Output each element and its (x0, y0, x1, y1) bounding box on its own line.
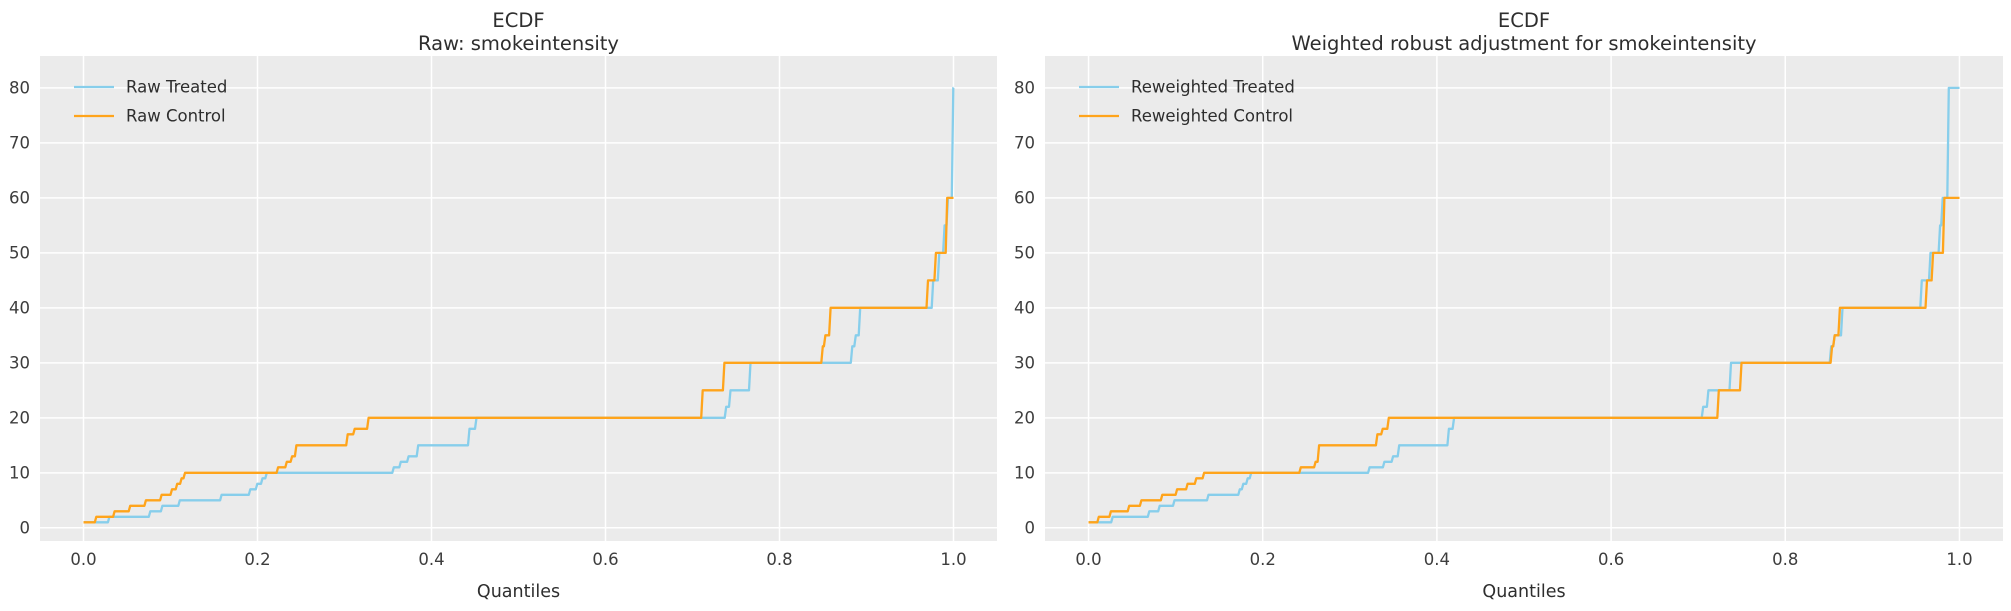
y-tick-label: 60 (9, 188, 30, 207)
y-tick-label: 80 (1014, 78, 1035, 97)
y-tick-label: 10 (9, 463, 30, 482)
x-tick-label: 0.8 (1772, 550, 1798, 569)
legend-label-reweighted-control: Reweighted Control (1131, 107, 1293, 126)
y-tick-label: 20 (9, 408, 30, 427)
legend: Reweighted Treated Reweighted Control (1079, 78, 1295, 126)
chart-title: ECDF (1498, 9, 1550, 32)
x-tick-label: 0.4 (418, 550, 444, 569)
chart-subtitle: Weighted robust adjustment for smokeinte… (1291, 32, 1756, 55)
chart-title: ECDF (492, 9, 544, 32)
x-tick-label: 0.2 (1250, 550, 1276, 569)
x-tick-label: 0.0 (70, 550, 96, 569)
y-tick-label: 30 (9, 353, 30, 372)
x-axis-label: Quantiles (477, 582, 560, 602)
y-tick-label: 0 (20, 518, 31, 537)
y-tick-label: 40 (1014, 298, 1035, 317)
legend-item: Reweighted Control (1079, 107, 1293, 126)
legend-item: Raw Control (74, 107, 226, 126)
y-tick-label: 80 (9, 78, 30, 97)
ecdf-line-raw-control (83, 196, 954, 524)
x-tick-label: 0.6 (1598, 550, 1624, 569)
y-tick-label: 30 (1014, 353, 1035, 372)
chart-subtitle: Raw: smokeintensity (418, 32, 619, 55)
plot-area (1045, 56, 2003, 541)
ecdf-line-reweighted-control (1088, 196, 1960, 524)
y-tick-label: 0 (1025, 518, 1036, 537)
x-tick-label: 0.6 (592, 550, 618, 569)
y-tick-label: 50 (9, 243, 30, 262)
y-tick-label: 50 (1014, 243, 1035, 262)
y-tick-label: 20 (1014, 408, 1035, 427)
legend-item: Reweighted Treated (1079, 78, 1295, 97)
y-tick-label: 10 (1014, 463, 1035, 482)
chart-weighted-robust-adjustment-for-smokeintensity: 0.0 0.2 0.4 0.6 0.8 1.0 0 10 20 30 40 50 60 70 80 ECDFW… (1014, 9, 2003, 602)
x-tick-label: 1.0 (940, 550, 966, 569)
legend-label-raw-treated: Raw Treated (126, 78, 227, 97)
chart-raw-smokeintensity: 0.0 0.2 0.4 0.6 0.8 1.001020304050607080ECDFR… (9, 9, 997, 602)
legend: Raw Treated Raw Control (74, 78, 227, 126)
legend-label-raw-control: Raw Control (126, 107, 226, 126)
x-tick-label: 0.0 (1075, 550, 1101, 569)
legend-label-reweighted-treated: Reweighted Treated (1131, 78, 1295, 97)
y-tick-label: 40 (9, 298, 30, 317)
y-tick-label: 60 (1014, 188, 1035, 207)
x-tick-label: 1.0 (1946, 550, 1972, 569)
x-tick-label: 0.8 (766, 550, 792, 569)
ecdf-line-reweighted-treated (1088, 86, 1960, 524)
legend-item: Raw Treated (74, 78, 227, 97)
x-tick-label: 0.2 (244, 550, 270, 569)
x-tick-label: 0.4 (1424, 550, 1450, 569)
y-tick-label: 70 (1014, 133, 1035, 152)
y-tick-label: 70 (9, 133, 30, 152)
x-axis-label: Quantiles (1482, 582, 1565, 602)
plot-area (40, 56, 997, 541)
